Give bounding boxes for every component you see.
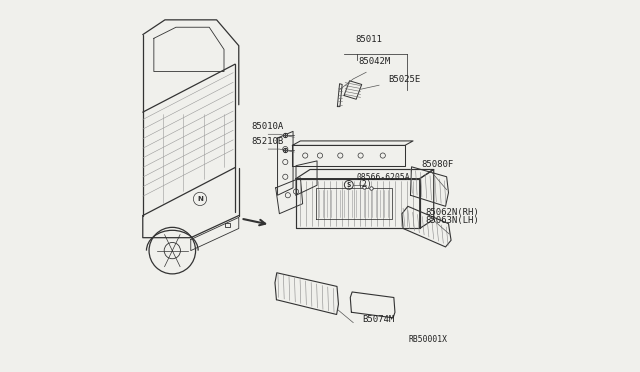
Text: 85042M: 85042M xyxy=(359,57,391,66)
Text: S: S xyxy=(347,182,351,188)
Text: RB50001X: RB50001X xyxy=(408,335,447,344)
Text: 85210B: 85210B xyxy=(252,137,284,146)
Text: B5025E: B5025E xyxy=(388,76,420,84)
Text: 85010A: 85010A xyxy=(252,122,284,131)
Text: 85011: 85011 xyxy=(355,35,382,44)
Text: 85063N(LH): 85063N(LH) xyxy=(425,216,479,225)
Text: (2): (2) xyxy=(357,180,372,189)
Text: 85080F: 85080F xyxy=(422,160,454,169)
Text: N: N xyxy=(197,196,203,202)
Text: 85062N(RH): 85062N(RH) xyxy=(425,208,479,217)
Text: B5074M: B5074M xyxy=(362,315,395,324)
Bar xyxy=(225,222,230,227)
Text: 08566-6205A: 08566-6205A xyxy=(357,173,410,182)
